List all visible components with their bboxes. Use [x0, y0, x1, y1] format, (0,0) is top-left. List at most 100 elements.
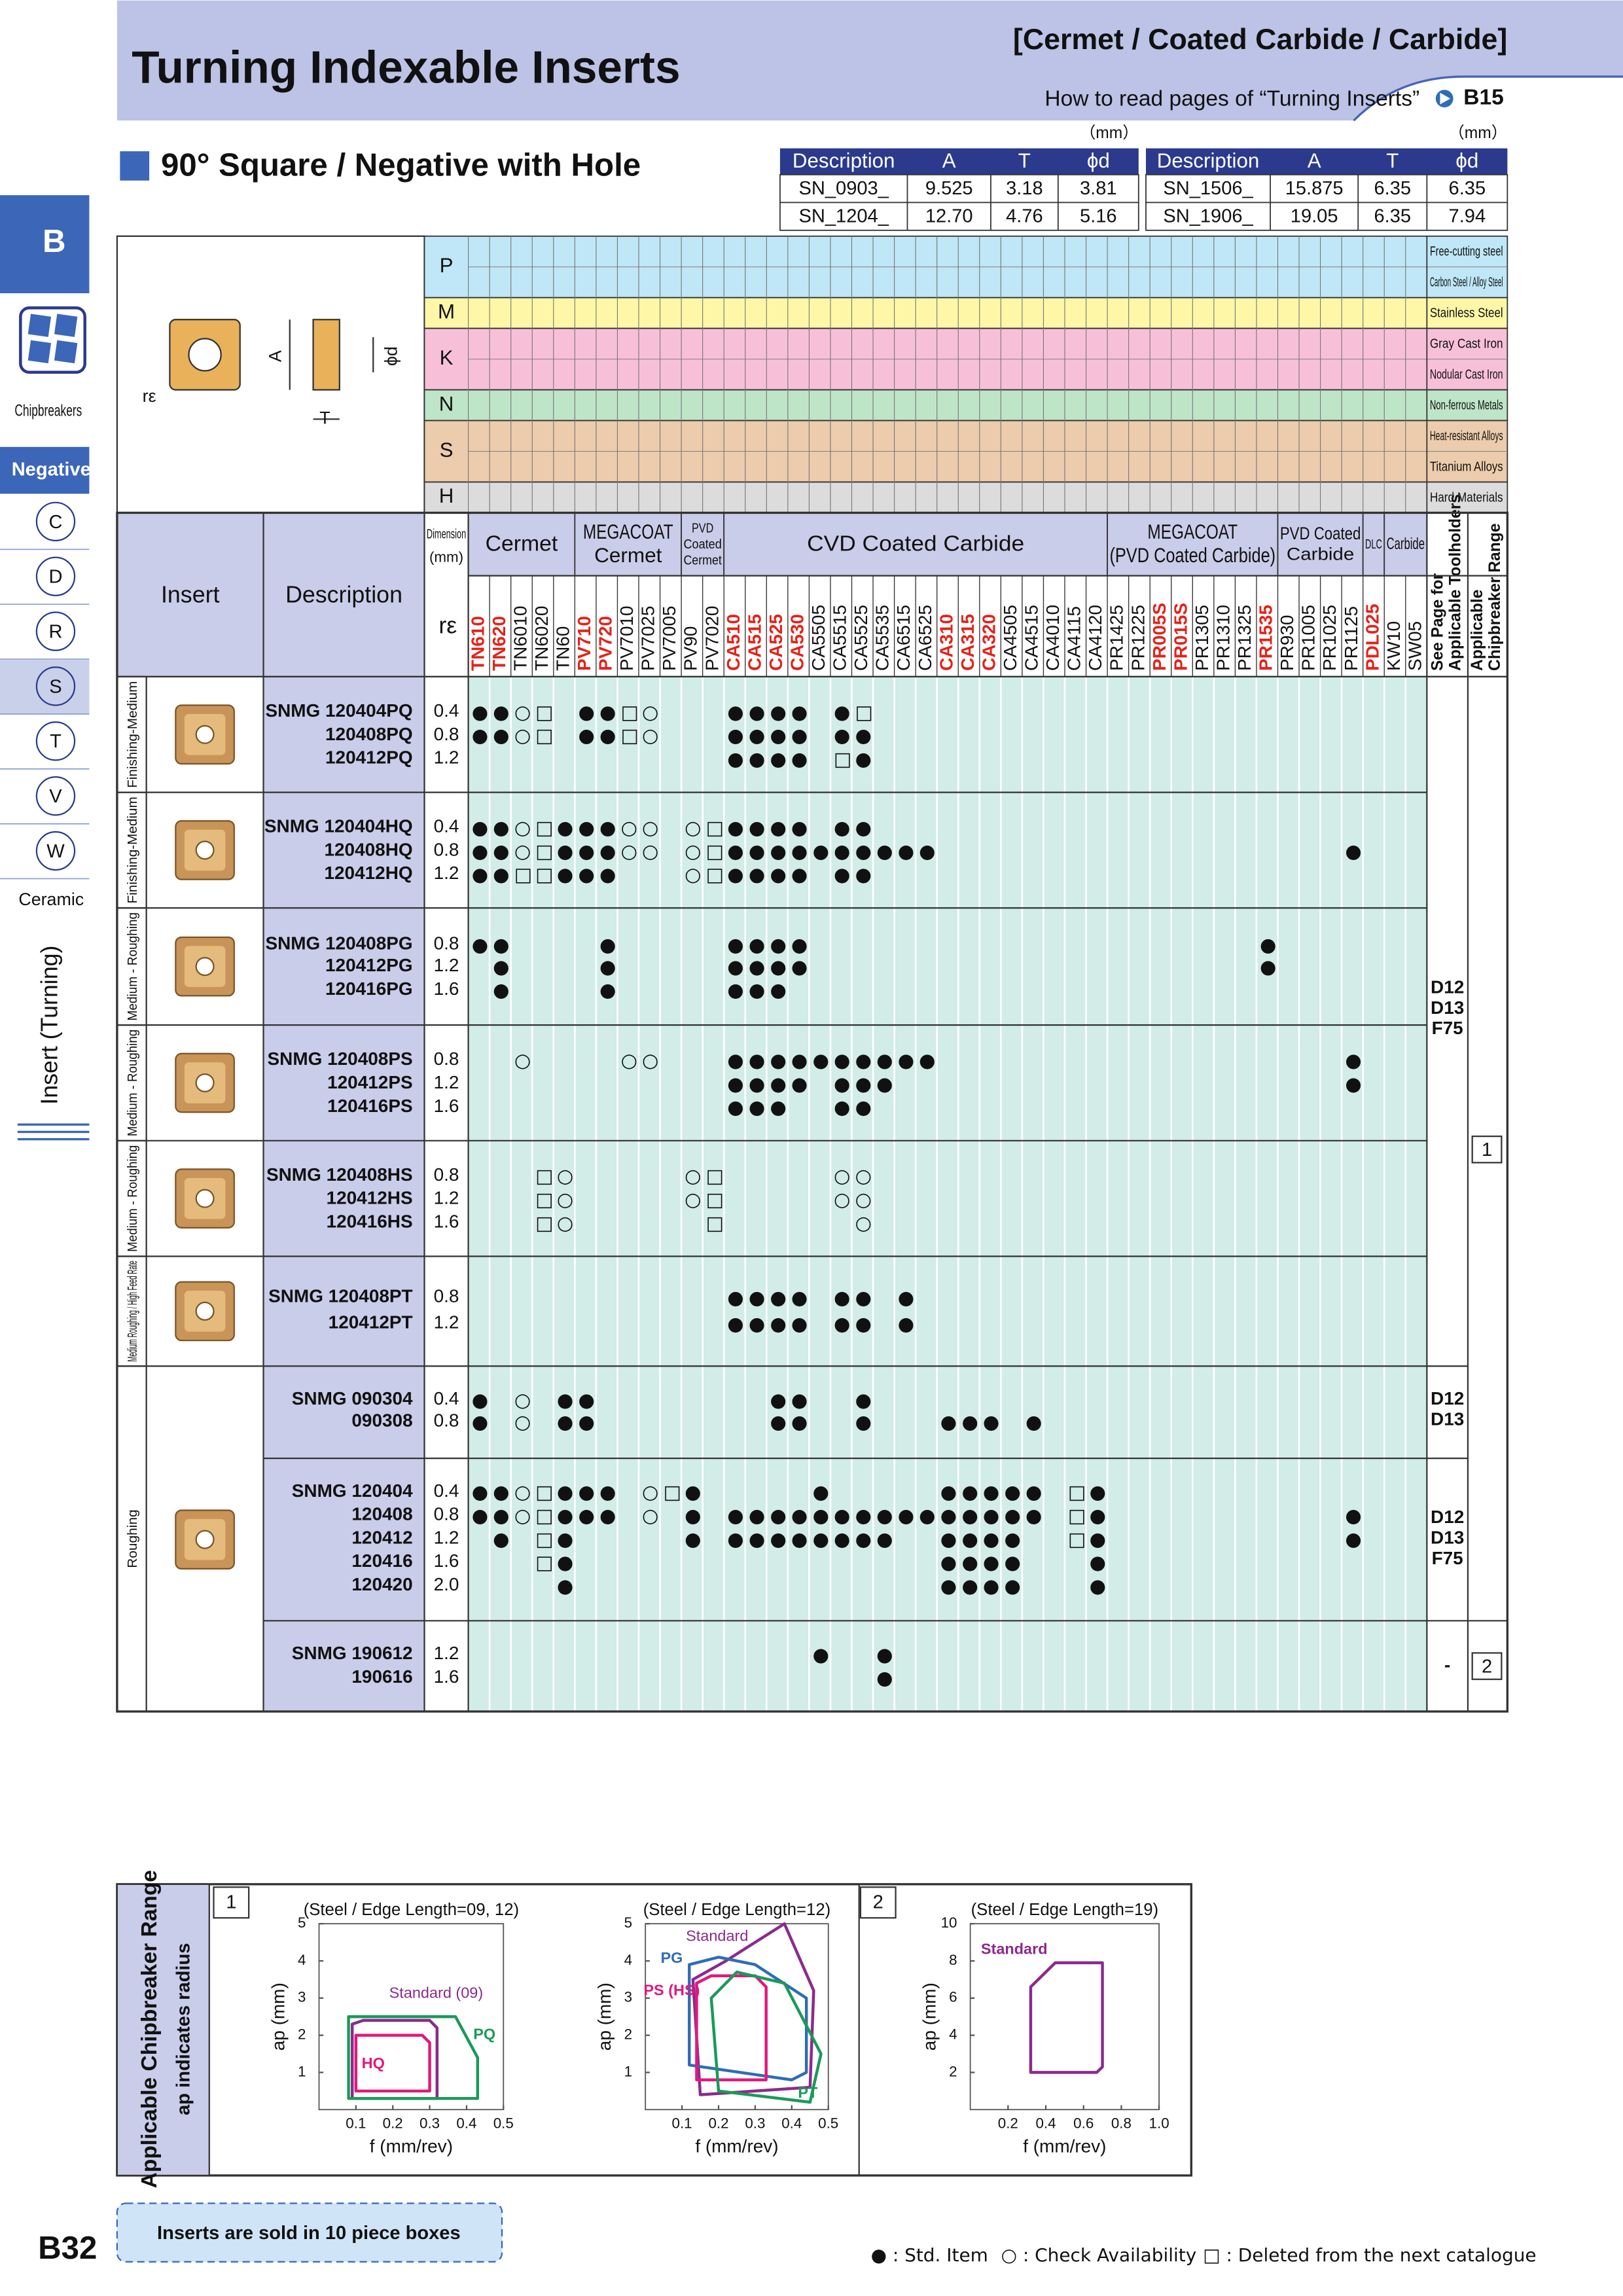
grade-name: PR1025 [1319, 605, 1340, 671]
group-name: Coated [683, 537, 721, 552]
grade-name: CA4515 [1022, 605, 1042, 671]
section-title: 90° Square / Negative with Hole [161, 147, 641, 183]
grade-name: CA4010 [1043, 605, 1063, 671]
grade-name: PV7005 [659, 606, 679, 671]
ceramic-label: Ceramic [18, 889, 84, 909]
legend-item: ○ : Check Availability [1001, 2244, 1197, 2266]
ref-page[interactable]: B15 [1463, 85, 1504, 109]
insert-code: 120416PG [325, 978, 413, 999]
column-header: Description [1157, 149, 1260, 172]
application: Roughing [126, 1509, 140, 1568]
group-name: Cermet [594, 544, 662, 567]
grade-name: TN6020 [531, 606, 552, 671]
cell: 7.94 [1449, 206, 1486, 226]
material-name: Stainless Steel [1430, 306, 1503, 321]
diagram-box [116, 235, 425, 514]
corner-radius: 0.4 [434, 816, 459, 836]
shape-letter: R [48, 622, 62, 643]
corner-radius: 1.6 [434, 978, 459, 999]
grade-name: CA4120 [1085, 605, 1105, 671]
x-axis-label: f (mm/rev) [695, 2136, 778, 2157]
cell: 9.525 [925, 178, 973, 199]
note-box [116, 2202, 503, 2263]
grade-name: KW10 [1383, 621, 1404, 671]
group-header [1277, 512, 1364, 577]
dimension-header: (mm) [429, 549, 463, 565]
tab [0, 195, 90, 294]
insert-code: SNMG 120404HQ [264, 816, 413, 836]
grade-name: CA320 [978, 614, 999, 671]
chip-ref-box [1471, 1135, 1503, 1164]
insert-code: 120416 [351, 1551, 412, 1571]
range-region [1029, 1961, 1104, 2074]
insert-photo-hole [195, 840, 215, 860]
x-axis-label: f (mm/rev) [1023, 2136, 1106, 2157]
insert-code: SNMG 120408HS [266, 1164, 413, 1185]
x-tick-label: 0.8 [1111, 2115, 1132, 2131]
y-tick-label: 4 [298, 1952, 306, 1968]
cell: 3.18 [1006, 178, 1043, 199]
x-tick-label: 0.5 [493, 2115, 514, 2131]
grade-name: PV7020 [702, 606, 722, 671]
insert-code: 120412PS [327, 1072, 413, 1092]
section-vertical: Insert (Turning) [37, 946, 63, 1105]
grade-name: CA530 [787, 614, 808, 671]
shape-letter: S [49, 676, 62, 697]
group-name: MEGACOAT [583, 520, 673, 543]
category: [Cermet / Coated Carbide / Carbide] [1013, 24, 1507, 56]
legend-item: □ : Deleted from the next catalogue [1203, 2244, 1536, 2266]
plot-frame [645, 1923, 829, 2111]
grade-name: PR1425 [1107, 605, 1127, 671]
insert-code: 120412PG [325, 955, 413, 975]
toolholder-ref: D13 [1431, 997, 1464, 1018]
cell: 4.76 [1006, 206, 1043, 226]
shape-outline [35, 831, 76, 871]
corner-radius: 0.8 [434, 1164, 459, 1185]
x-tick-label: 0.2 [998, 2115, 1018, 2131]
material-name: Hard Materials [1430, 490, 1503, 505]
dimension-header: Dimension [427, 527, 466, 541]
grade-name: TN610 [467, 616, 488, 671]
corner-radius: 1.2 [434, 747, 459, 768]
material-row [423, 389, 1508, 422]
y-tick-label: 1 [624, 2063, 632, 2079]
material-name: Non-ferrous Metals [1430, 399, 1503, 413]
shape-letter: W [46, 841, 65, 862]
grade-name: PV710 [574, 616, 594, 671]
y-tick-label: 2 [298, 2026, 306, 2043]
group-name: Cermet [486, 532, 558, 556]
y-tick-label: 3 [624, 1989, 632, 2005]
insert-side-view [312, 319, 340, 391]
material-name: Heat-resistant Alloys [1430, 429, 1503, 443]
insert-hole [188, 338, 222, 372]
plot-frame [318, 1923, 505, 2111]
grade-name: PR1310 [1213, 605, 1234, 671]
column-header: T [1386, 149, 1399, 172]
chart-title: (Steel / Edge Length=09, 12) [304, 1901, 519, 1919]
region-label: Standard [981, 1941, 1048, 1958]
material-name: Free-cutting steel [1430, 245, 1503, 259]
x-tick-label: 0.6 [1073, 2115, 1094, 2131]
toolholder-ref: F75 [1432, 1018, 1463, 1038]
grade-name: CA4505 [1000, 605, 1020, 671]
y-tick-label: 6 [949, 1989, 957, 2005]
insert-code: SNMG 120408PT [268, 1285, 413, 1306]
note: Inserts are sold in 10 piece boxes [157, 2223, 461, 2244]
column-header: ϕd [1455, 149, 1478, 172]
grade-name: CA5515 [830, 605, 850, 671]
grade-name: CA510 [723, 614, 743, 671]
negative-tab [0, 446, 90, 494]
column-header: A [1308, 149, 1321, 172]
group-name: Cermet [683, 554, 722, 568]
howto: How to read pages of “Turning Inserts” [1044, 87, 1419, 111]
table-header-bg [116, 512, 425, 677]
region-label: PG [660, 1949, 683, 1966]
table-frame [116, 511, 1509, 1713]
insert-photo-hole [195, 957, 215, 977]
insert-photo-hole [195, 725, 215, 744]
dimension-label: rε [143, 386, 156, 406]
cell: 3.81 [1080, 178, 1117, 199]
application: Medium - Roughing [126, 1145, 140, 1252]
material-letter: P [440, 254, 454, 277]
